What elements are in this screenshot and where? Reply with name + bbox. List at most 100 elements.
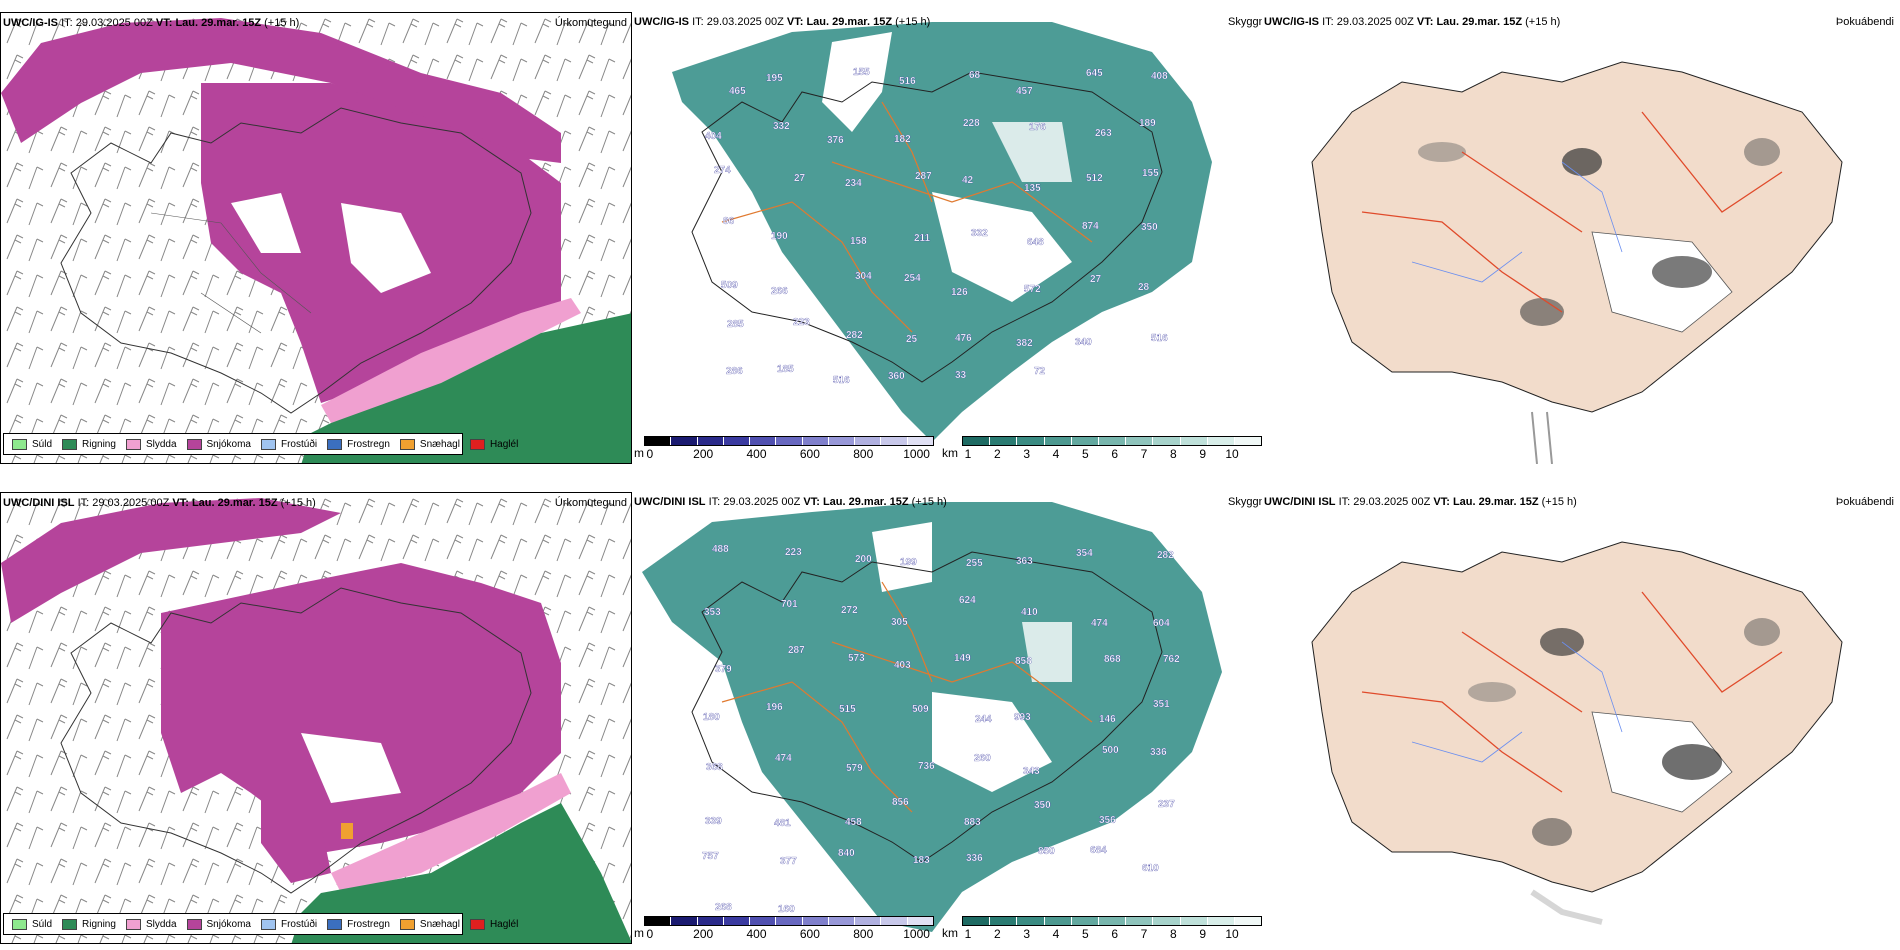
lead-time: (+15 h) <box>264 17 300 29</box>
cloud-base-label: 254 <box>904 273 921 284</box>
colorbar-tick: 1 <box>964 447 972 461</box>
legend-label: Frostúði <box>280 438 318 450</box>
cloud-base-label: 33 <box>955 370 967 381</box>
cloud-base-label: 353 <box>704 607 721 618</box>
cloud-base-label: 500 <box>1102 745 1119 756</box>
legend-swatch <box>186 918 202 930</box>
cloud-base-label: 200 <box>855 554 872 565</box>
cloud-base-label: 180 <box>703 712 720 723</box>
cloud-base-label: 223 <box>785 547 802 558</box>
cloud-base-label: 360 <box>888 371 905 382</box>
cloud-base-label: 282 <box>1157 550 1174 561</box>
cloud-base-label: 474 <box>1091 618 1108 629</box>
legend-item: Rigning <box>62 438 116 450</box>
cloud-base-label: 237 <box>1158 799 1175 810</box>
colorbar-cells <box>962 436 1262 446</box>
rain-area <box>291 803 631 943</box>
cloud-base-label: 516 <box>1151 333 1168 344</box>
lead-time: (+15 h) <box>280 497 316 509</box>
colorbar-tick: 10 <box>1225 927 1239 941</box>
it-value: 29.03.2025 00Z <box>723 496 801 508</box>
cloud-panel-row2: 488 223 200 199 255 363 354 282 353 701 272 305 624 4… <box>632 492 1262 944</box>
legend-swatch <box>399 918 415 930</box>
precip-legend: Súld Rigning Slydda Snjókoma Frostúði Frostre… <box>3 913 518 935</box>
it-value: 29.03.2025 00Z <box>1336 16 1414 28</box>
vt-value: Lau. 29.mar. 15Z <box>806 16 893 28</box>
cloud-base-label: 285 <box>727 319 744 330</box>
legend-swatch <box>125 438 141 450</box>
cloud-base-label: 488 <box>712 544 729 555</box>
cloud-base-label: 332 <box>971 228 988 239</box>
it-label: IT: <box>61 17 73 29</box>
cloud-base-label: 856 <box>892 797 909 808</box>
legend-item: Súld <box>12 918 52 930</box>
cloud-base-label: 572 <box>1024 284 1041 295</box>
colorbar-cell <box>881 917 908 925</box>
cloud-base-label: 287 <box>788 645 805 656</box>
legend-swatch <box>125 918 141 930</box>
colorbar-tick: 5 <box>1081 927 1089 941</box>
cloud-base-label: 993 <box>1014 712 1031 723</box>
it-value: 29.03.2025 00Z <box>75 17 153 29</box>
cloud-base-label: 509 <box>721 280 738 291</box>
coastline <box>691 71 1163 383</box>
legend-item: Snæhagl <box>399 438 460 450</box>
cloud-base-label: 146 <box>1099 714 1116 725</box>
model-name: UWC/IG-IS <box>1264 16 1319 28</box>
legend-label: Rigning <box>82 438 116 450</box>
cloud-base-label: 304 <box>855 271 872 282</box>
colorbar-cell <box>802 917 829 925</box>
legend-item: Slydda <box>125 918 177 930</box>
colorbar-cells <box>644 436 934 446</box>
panel-title: Skyggni <box>1228 16 1262 28</box>
legend-swatch <box>469 918 485 930</box>
precip-map-row2 <box>1 493 631 943</box>
colorbar-ticks: 0 200 400 600 800 1000 <box>644 446 934 461</box>
cloud-base-label: 604 <box>1153 618 1170 629</box>
coastline <box>60 587 532 894</box>
colorbar-tick: 1000 <box>903 447 930 461</box>
vt-label: VT: <box>803 496 820 508</box>
legend-swatch <box>12 918 27 930</box>
colorbar-tick: 7 <box>1140 447 1148 461</box>
colorbar-cell <box>1234 437 1262 445</box>
cloud-base-label: 183 <box>913 855 930 866</box>
colorbar-cell <box>802 437 829 445</box>
cloud-base-label: 457 <box>1016 86 1033 97</box>
legend-item: Slydda <box>125 438 177 450</box>
colorbar-tick: 6 <box>1111 447 1118 461</box>
legend-swatch <box>327 438 343 450</box>
colorbar-cell <box>1207 917 1235 925</box>
colorbar-cell <box>645 437 672 445</box>
vt-value: Lau. 29.mar. 15Z <box>191 497 278 509</box>
colorbar-tick: 4 <box>1052 447 1060 461</box>
cloud-panel-row1: 465 195 155 516 68 457 645 408 404 332 376 182 228 17… <box>632 12 1262 464</box>
land-area <box>1311 541 1843 893</box>
legend-item: Snjókoma <box>186 438 251 450</box>
cloud-base-label: 408 <box>1151 71 1168 82</box>
colorbar-cell <box>907 917 933 925</box>
cloud-base-label: 351 <box>1153 699 1170 710</box>
colorbar-cell <box>963 437 991 445</box>
cloud-base-label: 336 <box>1150 747 1167 758</box>
colorbar-cell <box>855 437 882 445</box>
cloud-base-label: 648 <box>1027 237 1044 248</box>
cloud-base-label: 268 <box>715 902 732 913</box>
colorbar-tick: 2 <box>993 447 1001 461</box>
cloud-base-label: 195 <box>766 73 783 84</box>
cloud-base-label: 228 <box>963 118 980 129</box>
legend-label: Slydda <box>145 438 177 450</box>
cloud-base-label: 476 <box>955 333 972 344</box>
cloud-base-label: 840 <box>838 848 855 859</box>
colorbar-cell <box>1180 437 1208 445</box>
colorbar-cell <box>776 437 803 445</box>
colorbar-ticks: 1 2 3 4 5 6 7 8 9 10 <box>962 926 1262 941</box>
cloud-base-label: 234 <box>845 178 862 189</box>
cloud-base-label: 223 <box>793 317 810 328</box>
legend-item: Frostregn <box>327 438 390 450</box>
cloud-base-label: 624 <box>959 595 976 606</box>
vt-label: VT: <box>1433 496 1450 508</box>
cloud-base-label: 160 <box>778 904 795 915</box>
fog-map-row1 <box>1311 61 1843 464</box>
colorbar-cell <box>723 437 751 445</box>
